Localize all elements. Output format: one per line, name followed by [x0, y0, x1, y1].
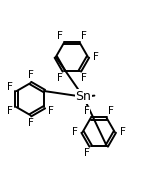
Text: F: F [120, 127, 126, 137]
Text: F: F [48, 106, 54, 116]
Text: F: F [57, 31, 63, 41]
Text: F: F [84, 106, 90, 116]
Text: F: F [108, 106, 114, 116]
Text: F: F [84, 148, 90, 158]
Text: F: F [57, 73, 63, 83]
Text: F: F [7, 106, 13, 116]
Text: F: F [81, 31, 87, 41]
Text: Sn: Sn [75, 90, 91, 103]
Text: F: F [7, 82, 13, 92]
Text: F: F [81, 73, 87, 83]
Text: F: F [93, 52, 99, 62]
Text: F: F [28, 118, 33, 128]
Text: F: F [72, 127, 78, 137]
Text: F: F [28, 70, 33, 80]
